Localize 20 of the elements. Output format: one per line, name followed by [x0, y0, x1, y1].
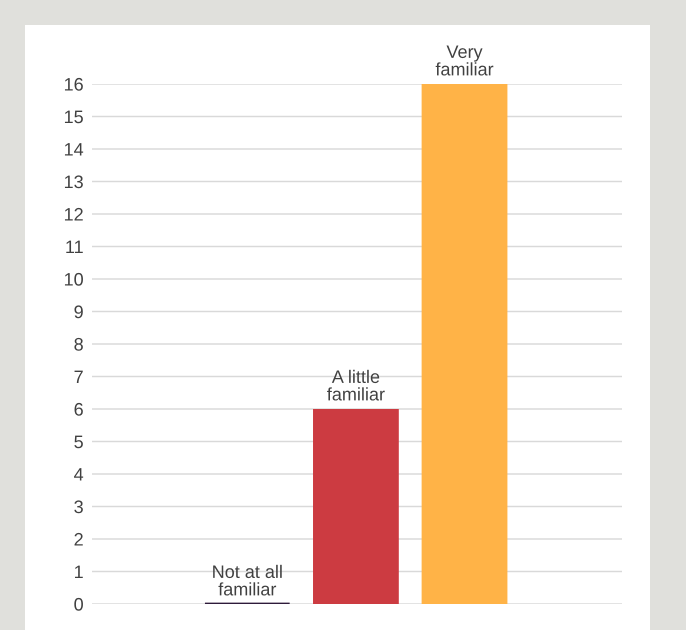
x-tick-label: Not at all familiar	[213, 564, 282, 596]
y-tick-label: 9	[74, 305, 83, 318]
y-tick-label: 11	[66, 240, 83, 254]
y-tick-label: 15	[64, 110, 83, 124]
y-tick-label: 7	[74, 370, 83, 384]
y-tick-label: 5	[74, 436, 83, 448]
x-tick-label: Very familiar	[436, 45, 494, 76]
x-tick-label: A little familiar	[327, 370, 385, 401]
y-tick-label: 0	[74, 598, 83, 611]
y-tick-label: 16	[64, 78, 83, 91]
y-tick-label: 10	[64, 272, 83, 286]
y-tick-label: 12	[64, 208, 83, 221]
y-tick-label: 8	[74, 338, 83, 351]
y-tick-label: 6	[74, 402, 83, 416]
y-tick-label: 4	[74, 468, 84, 481]
y-tick-label: 2	[74, 532, 83, 546]
y-tick-label: 3	[74, 500, 83, 514]
y-tick-label: 13	[64, 175, 83, 188]
y-tick-label: 14	[64, 143, 84, 156]
y-tick-label: 1	[75, 566, 83, 578]
